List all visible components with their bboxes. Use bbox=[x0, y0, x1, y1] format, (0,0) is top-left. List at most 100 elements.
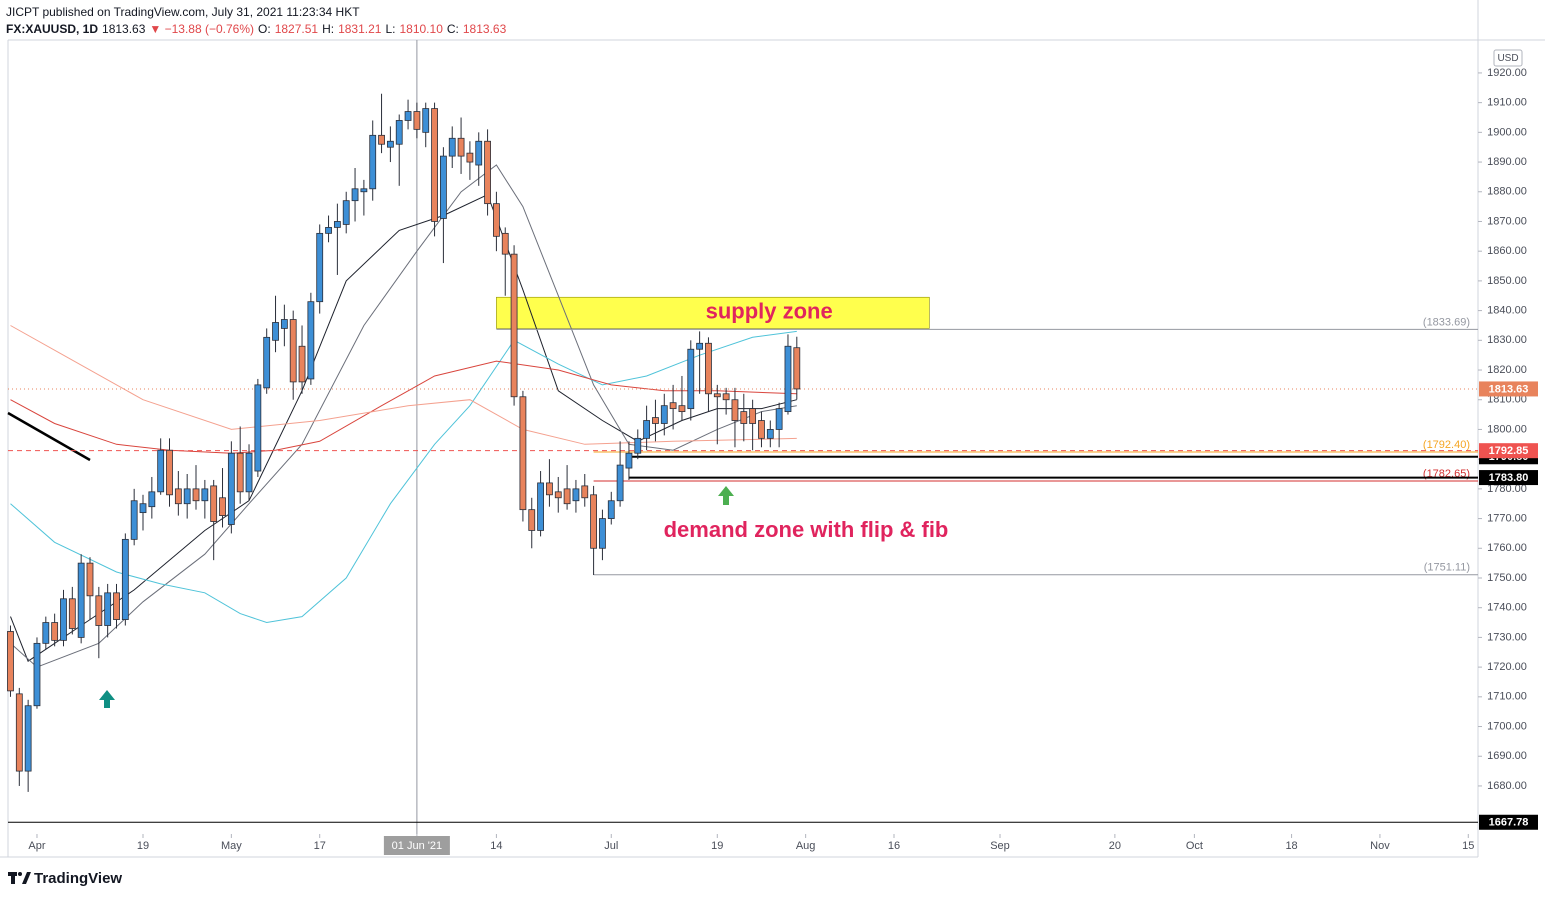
y-tick-label: 1830.00 bbox=[1487, 334, 1527, 346]
candle-body bbox=[493, 203, 500, 237]
candle-body bbox=[395, 120, 403, 145]
candle-body bbox=[254, 384, 262, 472]
candle-body bbox=[104, 592, 112, 626]
candle-body bbox=[166, 449, 173, 496]
candle-body bbox=[201, 488, 209, 502]
candle-body bbox=[280, 319, 288, 329]
candle-body bbox=[475, 140, 483, 166]
y-tick-label: 1750.00 bbox=[1487, 572, 1527, 584]
y-tick-label: 1810.00 bbox=[1487, 394, 1527, 406]
candle-body bbox=[537, 482, 544, 531]
y-tick-label: 1770.00 bbox=[1487, 512, 1527, 524]
candle-body bbox=[563, 488, 571, 505]
y-tick-label: 1680.00 bbox=[1487, 780, 1527, 792]
candle-body bbox=[183, 488, 191, 505]
candle-body bbox=[722, 393, 730, 401]
candle-body bbox=[466, 152, 474, 163]
y-tick-label: 1860.00 bbox=[1487, 245, 1527, 257]
candle-body bbox=[599, 518, 606, 549]
x-tick-label: 18 bbox=[1285, 840, 1297, 852]
y-tick-label: 1760.00 bbox=[1487, 542, 1527, 554]
candle-body bbox=[369, 134, 377, 190]
candle-body bbox=[42, 622, 50, 644]
header-part: L: bbox=[385, 22, 396, 36]
candle-body bbox=[236, 452, 244, 493]
y-tick-label: 1920.00 bbox=[1487, 67, 1527, 79]
ohlc-info: FX:XAUUSD, 1D 1813.63 ▼ −13.88 (−0.76%) O: 1… bbox=[6, 21, 510, 38]
candle-body bbox=[660, 405, 668, 424]
candle-body bbox=[669, 402, 677, 410]
up-arrow bbox=[99, 690, 115, 708]
x-tick-label: May bbox=[221, 840, 242, 852]
header-part: H: bbox=[322, 22, 335, 36]
y-tick-label: 1890.00 bbox=[1487, 156, 1527, 168]
y-tick-label: 1840.00 bbox=[1487, 305, 1527, 317]
x-tick-label: Jul bbox=[604, 840, 618, 852]
candle-body bbox=[51, 622, 59, 641]
x-tick-label: Nov bbox=[1370, 840, 1390, 852]
candle-body bbox=[386, 140, 394, 148]
y-tick-label: 1870.00 bbox=[1487, 215, 1527, 227]
x-tick-label: 20 bbox=[1109, 840, 1121, 852]
y-tick-label: 1780.00 bbox=[1487, 483, 1527, 495]
x-tick-label: Aug bbox=[796, 840, 816, 852]
supply-zone bbox=[496, 296, 930, 329]
candle-body bbox=[501, 232, 509, 255]
candle-body bbox=[404, 111, 412, 121]
candle-body bbox=[607, 500, 615, 519]
trend-line bbox=[7, 411, 91, 462]
candle-body bbox=[77, 562, 85, 638]
footer-brand: TradingView bbox=[34, 870, 122, 887]
moving-average bbox=[10, 360, 797, 454]
candle-body bbox=[86, 562, 94, 597]
header-part: 1813.63 bbox=[102, 22, 146, 36]
level-label: (1751.11) bbox=[1424, 562, 1470, 574]
candle-body bbox=[130, 500, 138, 540]
candle-body bbox=[263, 336, 271, 389]
candle-body bbox=[289, 319, 297, 383]
level-label: (1792.40) bbox=[1423, 439, 1470, 451]
logo-part bbox=[11, 872, 15, 884]
candle-body bbox=[766, 429, 774, 439]
y-tick-label: 1730.00 bbox=[1487, 631, 1527, 643]
x-tick-label: 16 bbox=[888, 840, 900, 852]
candle-body bbox=[581, 485, 589, 499]
x-tick-label: 01 Jun '21 bbox=[392, 840, 442, 852]
x-tick-label: Apr bbox=[28, 840, 45, 852]
price-tag-label: 1792.85 bbox=[1489, 445, 1529, 457]
candle-body bbox=[784, 345, 792, 413]
candle-body bbox=[351, 188, 359, 202]
x-tick-label: Sep bbox=[990, 840, 1010, 852]
y-tick-label: 1900.00 bbox=[1487, 126, 1527, 138]
candle-body bbox=[431, 108, 438, 222]
candle-body bbox=[625, 452, 633, 469]
publish-info: JICPT published on TradingView.com, July… bbox=[6, 5, 360, 19]
header-part: ▼ −13.88 (−0.76%) bbox=[149, 22, 255, 36]
zone-label: supply zone bbox=[706, 299, 833, 324]
candle-body bbox=[24, 705, 32, 772]
y-tick-label: 1700.00 bbox=[1487, 720, 1527, 732]
annotation: demand zone with flip & fib bbox=[664, 517, 949, 542]
candle-body bbox=[439, 155, 447, 219]
candle-body bbox=[307, 301, 315, 380]
candle-body bbox=[121, 538, 129, 620]
candle-body bbox=[634, 437, 642, 454]
candle-body bbox=[740, 411, 748, 424]
moving-average bbox=[10, 164, 797, 668]
y-tick-label: 1910.00 bbox=[1487, 97, 1527, 109]
header-part: 1813.63 bbox=[462, 22, 507, 36]
candle-body bbox=[731, 399, 739, 421]
y-tick-label: 1850.00 bbox=[1487, 275, 1527, 287]
candle-body bbox=[148, 491, 156, 508]
candle-body bbox=[174, 488, 182, 505]
candle-body bbox=[749, 408, 757, 424]
candle-body bbox=[572, 488, 580, 502]
candle-body bbox=[705, 342, 712, 395]
price-tag bbox=[1479, 470, 1538, 486]
header-part: C: bbox=[446, 22, 459, 36]
y-tick-label: 1710.00 bbox=[1487, 691, 1527, 703]
candle-body bbox=[696, 342, 704, 350]
candle-body bbox=[325, 227, 332, 234]
x-tick-label: 14 bbox=[490, 840, 502, 852]
